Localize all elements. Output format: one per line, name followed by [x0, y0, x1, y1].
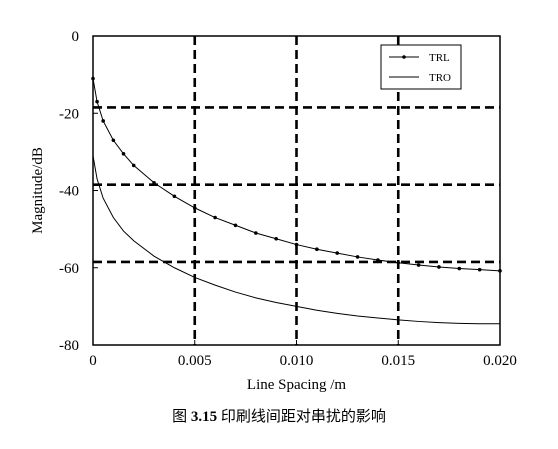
legend-box: [380, 44, 462, 90]
x-tick-label: 0.020: [483, 353, 517, 369]
data-point-trl: [121, 152, 126, 156]
data-point-trl: [172, 194, 177, 199]
data-point-trl: [274, 236, 278, 241]
data-point-trl: [111, 138, 116, 143]
data-point-trl: [95, 99, 99, 104]
y-tick-label: -20: [59, 106, 79, 122]
data-point-trl: [233, 223, 238, 228]
data-point-trl: [101, 119, 105, 123]
data-point-trl: [457, 266, 462, 271]
caption-text: 印刷线间距对串扰的影响: [220, 409, 386, 425]
data-point-trl: [477, 267, 482, 272]
data-point-trl: [437, 265, 441, 269]
x-tick-label: 0.010: [280, 353, 314, 369]
data-point-trl: [192, 206, 197, 210]
data-point-trl: [152, 180, 156, 185]
data-point-trl: [315, 247, 319, 252]
data-point-trl: [416, 263, 421, 267]
legend-label-trl: TRL: [429, 52, 450, 64]
x-tick-label: 0.015: [381, 353, 415, 369]
x-tick-label: 0.005: [178, 353, 212, 369]
figure-caption: 图 3.15 印刷线间距对串扰的影响: [0, 405, 558, 426]
series-line-trl: [92, 78, 501, 272]
data-point-trl: [213, 215, 217, 220]
y-tick-label: 0: [72, 29, 80, 45]
legend-label-tro: TRO: [429, 72, 451, 84]
y-tick-label: -80: [59, 338, 79, 354]
y-axis-label: Magnitude/dB: [30, 147, 46, 234]
y-tick-label: -60: [59, 261, 79, 277]
data-point-trl: [294, 242, 299, 247]
series-layer: [91, 76, 502, 325]
grid-layer: [93, 36, 500, 345]
data-point-trl: [396, 260, 401, 265]
x-tick-label: 0: [89, 353, 97, 369]
y-tick-label: -40: [59, 184, 79, 200]
caption-prefix: 图: [172, 409, 188, 425]
data-point-trl: [355, 255, 360, 259]
legend-marker-trl: [402, 55, 406, 59]
data-point-trl: [335, 251, 340, 255]
x-axis-label: Line Spacing /m: [247, 377, 346, 393]
data-point-trl: [131, 163, 136, 168]
data-point-trl: [254, 231, 258, 235]
caption-number: 3.15: [190, 409, 218, 425]
data-point-trl: [376, 258, 380, 262]
tick-layer: 0 0.005 0.010 0.015 0.020 0 -20 -40 -60 -80: [59, 29, 517, 369]
series-line-tro: [92, 155, 500, 325]
legend: TRL TRO: [380, 44, 462, 90]
